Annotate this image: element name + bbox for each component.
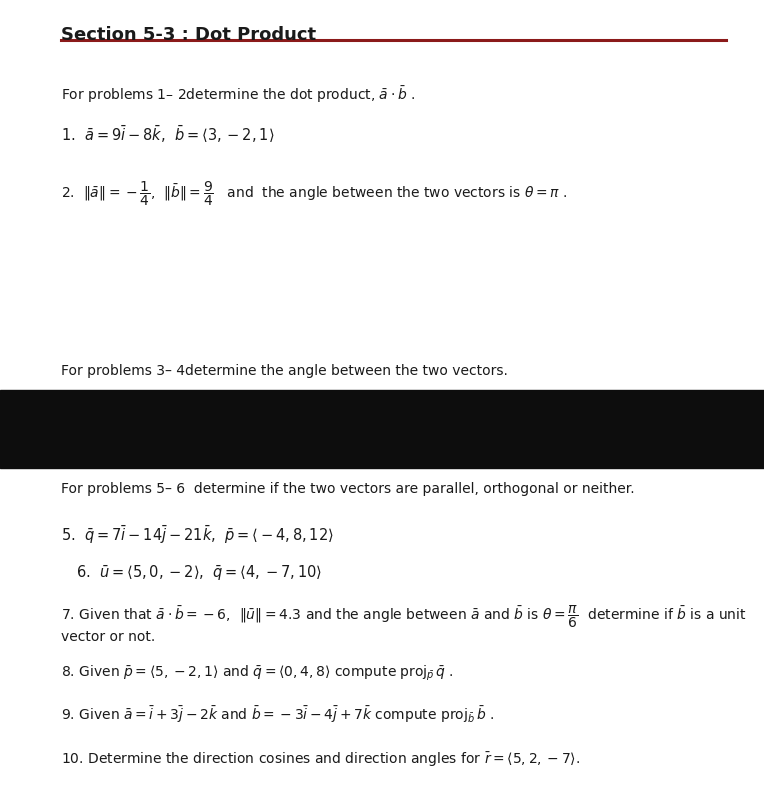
Text: 4.  $\bar{a} = \langle 4, 0, -3\rangle$,  $\bar{b} = 2\bar{i} + 10\bar{j} - 11\b: 4. $\bar{a} = \langle 4, 0, -3\rangle$, …: [61, 442, 326, 465]
Text: 5.  $\bar{q} = 7\bar{i} - 14\bar{j} - 21\bar{k}$,  $\bar{p} = \langle -4, 8, 12\: 5. $\bar{q} = 7\bar{i} - 14\bar{j} - 21\…: [61, 524, 334, 546]
Text: Section 5-3 : Dot Product: Section 5-3 : Dot Product: [61, 26, 316, 43]
Text: 10. Determine the direction cosines and direction angles for $\bar{r} = \langle : 10. Determine the direction cosines and …: [61, 750, 581, 770]
Text: 8. Given $\bar{p} = \langle 5, -2, 1\rangle$ and $\bar{q} = \langle 0, 4, 8\rang: 8. Given $\bar{p} = \langle 5, -2, 1\ran…: [61, 664, 454, 683]
Text: For problems 3– 4determine the angle between the two vectors.: For problems 3– 4determine the angle bet…: [61, 364, 508, 378]
Text: For problems 5– 6  determine if the two vectors are parallel, orthogonal or neit: For problems 5– 6 determine if the two v…: [61, 482, 635, 495]
Bar: [0, 390, 764, 468]
Text: 1.  $\bar{a} = 9\bar{i} - 8\bar{k}$,  $\bar{b} = \langle 3, -2, 1\rangle$: 1. $\bar{a} = 9\bar{i} - 8\bar{k}$, $\ba…: [61, 124, 274, 145]
Text: 7. Given that $\bar{a}\cdot\bar{b} = -6$,  $\|\bar{u}\| = 4.3$ and the angle bet: 7. Given that $\bar{a}\cdot\bar{b} = -6$…: [61, 604, 747, 630]
Text: For problems 1– 2determine the dot product, $\bar{a}\cdot\bar{b}$ .: For problems 1– 2determine the dot produ…: [61, 84, 416, 105]
Text: 3.  $\bar{p} = 9\bar{i} - \bar{j}$,  $\bar{q} = -3\bar{i} - 6\bar{j}$: 3. $\bar{p} = 9\bar{i} - \bar{j}$, $\bar…: [61, 404, 253, 426]
Text: 6.  $\bar{u} = \langle 5, 0, -2\rangle$,  $\bar{q} = \langle 4, -7, 10\rangle$: 6. $\bar{u} = \langle 5, 0, -2\rangle$, …: [76, 564, 322, 583]
Text: 2.  $\|\bar{a}\| = -\dfrac{1}{4}$,  $\|\bar{b}\| = \dfrac{9}{4}$   and  the angl: 2. $\|\bar{a}\| = -\dfrac{1}{4}$, $\|\ba…: [61, 180, 568, 208]
Text: vector or not.: vector or not.: [61, 630, 155, 645]
Text: 9. Given $\bar{a} = \bar{i} + 3\bar{j} - 2\bar{k}$ and $\bar{b} = -3\bar{i} - 4\: 9. Given $\bar{a} = \bar{i} + 3\bar{j} -…: [61, 704, 494, 725]
